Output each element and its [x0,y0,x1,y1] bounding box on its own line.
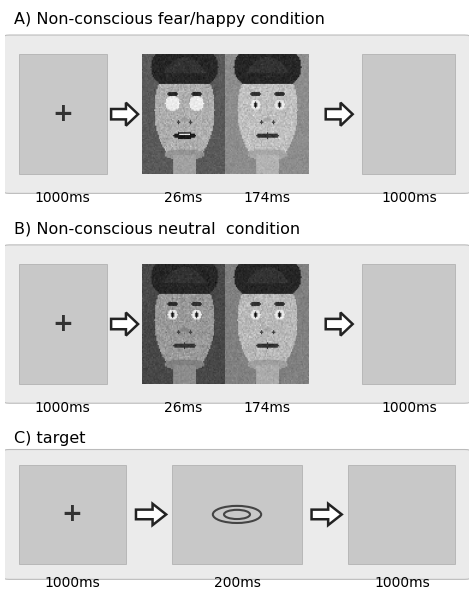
Text: 200ms: 200ms [214,576,260,591]
Bar [172,465,302,564]
Text: C) target: C) target [14,431,85,446]
FancyBboxPatch shape [2,245,472,403]
FancyBboxPatch shape [2,449,472,579]
Text: A) Non-conscious fear/happy condition: A) Non-conscious fear/happy condition [14,12,325,27]
Text: 26ms: 26ms [164,191,203,206]
Bar [363,54,456,174]
Text: 1000ms: 1000ms [35,401,91,415]
Text: +: + [52,102,73,126]
Text: 174ms: 174ms [244,191,291,206]
Text: 1000ms: 1000ms [44,576,100,591]
Polygon shape [111,103,138,126]
Text: 1000ms: 1000ms [381,401,437,415]
Text: +: + [52,312,73,336]
Text: 1000ms: 1000ms [374,576,430,591]
Text: 26ms: 26ms [164,401,203,415]
Polygon shape [136,504,166,525]
Text: B) Non-conscious neutral  condition: B) Non-conscious neutral condition [14,222,300,237]
Text: 174ms: 174ms [244,401,291,415]
Text: +: + [62,502,82,526]
Bar [18,465,126,564]
Bar [348,465,456,564]
Bar [18,264,107,384]
Polygon shape [326,312,353,336]
Polygon shape [326,103,353,126]
Text: 1000ms: 1000ms [35,191,91,206]
Text: 1000ms: 1000ms [381,191,437,206]
Bar [18,54,107,174]
Bar [363,264,456,384]
Polygon shape [111,312,138,336]
FancyBboxPatch shape [2,35,472,193]
Polygon shape [311,504,342,525]
